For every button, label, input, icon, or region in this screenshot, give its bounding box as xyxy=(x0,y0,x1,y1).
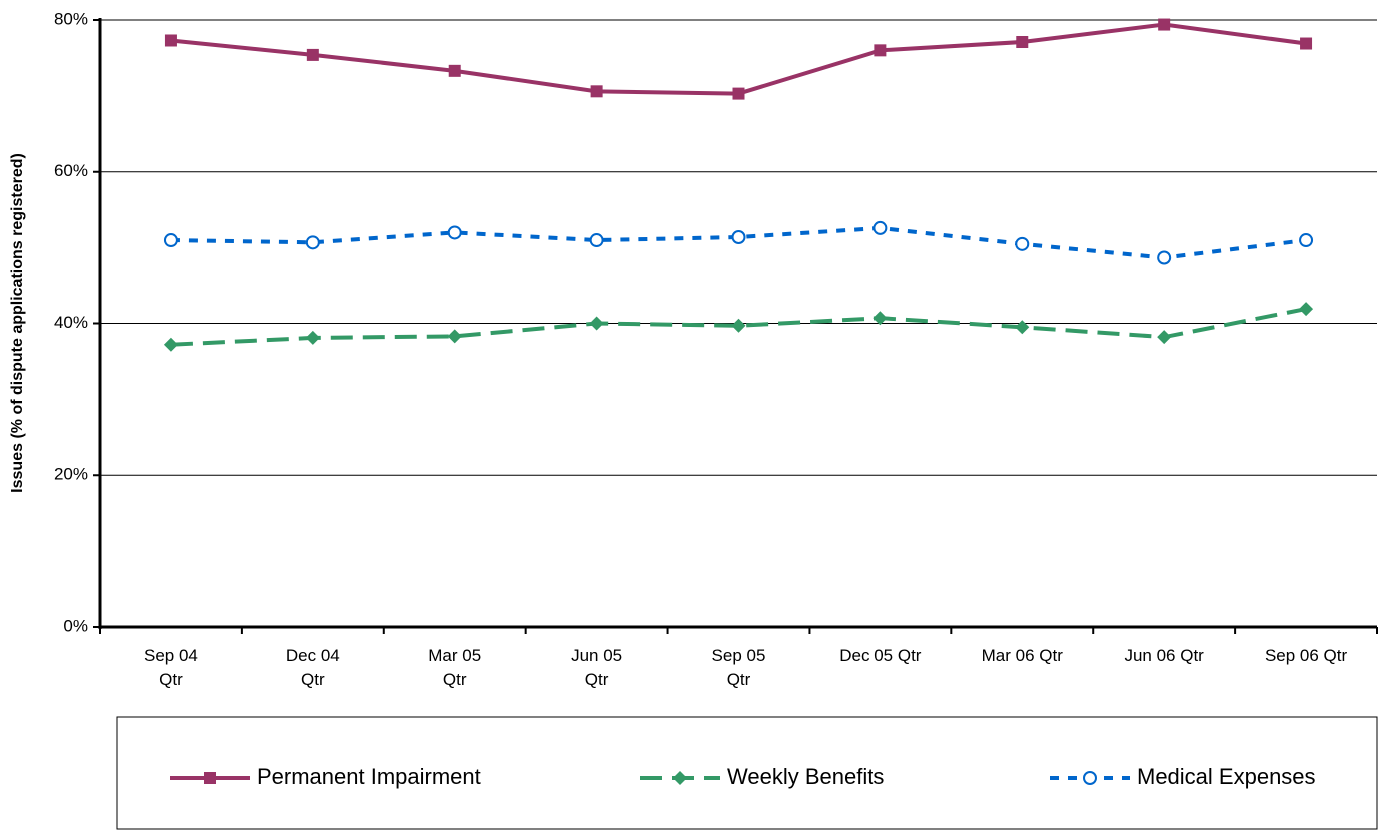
data-point xyxy=(873,311,888,326)
data-point xyxy=(589,233,604,248)
y-tick-label: 0% xyxy=(63,616,88,635)
y-axis-label: Issues (% of dispute applications regist… xyxy=(9,153,26,493)
data-point xyxy=(1015,236,1030,251)
y-tick-label: 20% xyxy=(54,465,88,484)
data-point xyxy=(305,330,320,345)
data-point xyxy=(873,220,888,235)
data-point xyxy=(731,318,746,333)
data-point xyxy=(447,225,462,240)
legend-label: Weekly Benefits xyxy=(727,764,884,789)
data-point xyxy=(164,34,177,47)
x-tick-label: Dec 05 Qtr xyxy=(839,646,922,665)
x-tick-label: Dec 04 Qtr xyxy=(285,646,340,689)
y-tick-label: 80% xyxy=(54,9,88,28)
x-tick-label: Jun 06 Qtr xyxy=(1124,646,1204,665)
legend-marker xyxy=(204,772,216,784)
data-point xyxy=(874,44,887,57)
data-point xyxy=(1300,37,1313,50)
data-point xyxy=(1016,36,1029,49)
data-point xyxy=(1157,250,1172,265)
legend-box xyxy=(116,716,1378,830)
legend-marker xyxy=(1083,771,1097,785)
x-tick-label: Mar 06 Qtr xyxy=(981,646,1063,665)
data-point xyxy=(1158,18,1171,31)
data-point xyxy=(163,233,178,248)
legend-marker xyxy=(673,771,687,785)
legend-label: Permanent Impairment xyxy=(257,764,481,789)
x-tick-label: Sep 04 Qtr xyxy=(143,646,198,689)
x-tick-label: Sep 06 Qtr xyxy=(1264,646,1348,665)
y-tick-label: 40% xyxy=(54,313,88,332)
data-point xyxy=(1015,320,1030,335)
data-point xyxy=(732,87,745,100)
data-point xyxy=(1157,330,1172,345)
data-point xyxy=(447,329,462,344)
data-point xyxy=(1299,302,1314,317)
data-point xyxy=(305,235,320,250)
data-point xyxy=(448,64,461,77)
data-point xyxy=(589,316,604,331)
data-point xyxy=(590,85,603,98)
data-point xyxy=(731,230,746,245)
data-point xyxy=(163,337,178,352)
legend-label: Medical Expenses xyxy=(1137,764,1316,789)
y-tick-label: 60% xyxy=(54,161,88,180)
series-line xyxy=(170,307,1307,347)
x-tick-label: Mar 05 Qtr xyxy=(428,646,482,689)
x-tick-label: Jun 05 Qtr xyxy=(571,646,623,689)
data-point xyxy=(1299,233,1314,248)
series-line xyxy=(170,22,1307,96)
x-tick-label: Sep 05 Qtr xyxy=(711,646,766,689)
data-point xyxy=(306,48,319,61)
